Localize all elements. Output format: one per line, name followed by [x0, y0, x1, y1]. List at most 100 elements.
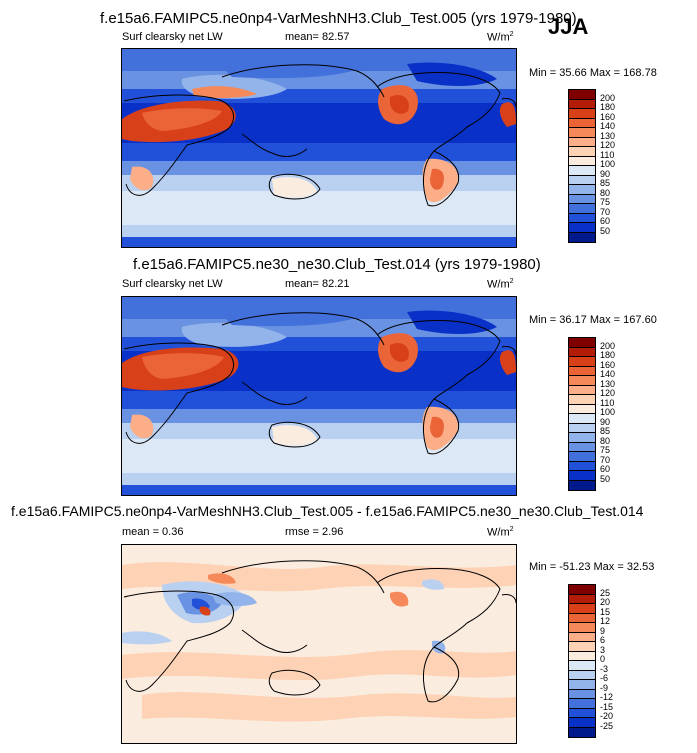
colorbar-tick-label: 120	[600, 140, 616, 150]
panel-3-mean: mean = 0.36	[122, 526, 184, 538]
colorbar-swatch	[569, 680, 595, 690]
colorbar-swatch	[569, 480, 595, 490]
panel-1-title: f.e15a6.FAMIPC5.ne0np4-VarMeshNH3.Club_T…	[100, 10, 577, 27]
colorbar-swatch	[569, 223, 595, 233]
colorbar-tick-label: 140	[600, 369, 616, 379]
colorbar-tick-label: 3	[600, 644, 606, 655]
colorbar-swatch	[569, 357, 595, 367]
panel-3-units: W/m2	[487, 526, 514, 539]
colorbar-tick-label: 50	[600, 225, 611, 236]
colorbar-swatch	[569, 338, 595, 348]
colorbar-swatch	[569, 156, 595, 166]
panel-2-mean: mean= 82.21	[285, 278, 350, 290]
colorbar-tick-label: 9	[600, 625, 606, 636]
colorbar-tick-label: 25	[600, 587, 611, 598]
colorbar-swatch	[569, 708, 595, 718]
panel-1-map	[121, 48, 517, 248]
colorbar-swatch	[569, 433, 595, 443]
colorbar-tick-label: 100	[600, 407, 616, 417]
colorbar-swatch	[569, 118, 595, 128]
season-label: JJA	[548, 14, 589, 39]
colorbar-swatch	[569, 166, 595, 176]
colorbar-tick-label: 75	[600, 197, 611, 207]
colorbar-tick-label: -6	[600, 673, 609, 683]
colorbar-tick-label: 60	[600, 464, 611, 474]
colorbar-swatch	[569, 452, 595, 462]
colorbar-swatch	[569, 213, 595, 223]
colorbar-tick-label: -3	[600, 663, 609, 674]
colorbar-swatch	[569, 670, 595, 680]
colorbar-swatch	[569, 109, 595, 119]
colorbar-swatch	[569, 613, 595, 623]
colorbar-swatch	[569, 471, 595, 481]
colorbar-tick-label: 90	[600, 416, 611, 427]
colorbar-swatch	[569, 99, 595, 109]
colorbar-tick-label: 180	[600, 102, 616, 112]
colorbar-tick-label: 110	[600, 397, 615, 408]
colorbar-swatch	[569, 90, 595, 100]
panel-1-units: W/m2	[487, 31, 514, 44]
colorbar-tick-label: 6	[600, 635, 606, 645]
colorbar-tick-label: 140	[600, 121, 616, 131]
colorbar-tick-label: 20	[600, 597, 611, 607]
colorbar-swatch	[569, 175, 595, 185]
colorbar-tick-label: 160	[600, 359, 616, 370]
panel-2-colorbar	[568, 337, 596, 491]
panel-3-colorbar	[568, 584, 596, 738]
colorbar-swatch	[569, 414, 595, 424]
colorbar-tick-label: 85	[600, 178, 611, 188]
colorbar-swatch	[569, 661, 595, 671]
colorbar-swatch	[569, 128, 595, 138]
colorbar-swatch	[569, 366, 595, 376]
colorbar-tick-label: -20	[600, 711, 614, 721]
colorbar-swatch	[569, 689, 595, 699]
panel-3-rmse: rmse = 2.96	[285, 526, 344, 538]
panel-1-mean: mean= 82.57	[285, 31, 350, 43]
colorbar-tick-label: 100	[600, 159, 616, 169]
colorbar-tick-label: 75	[600, 445, 611, 455]
colorbar-swatch	[569, 718, 595, 728]
colorbar-tick-label: 0	[600, 654, 606, 664]
colorbar-swatch	[569, 147, 595, 157]
colorbar-swatch	[569, 642, 595, 652]
colorbar-tick-label: 80	[600, 435, 611, 446]
colorbar-tick-label: 90	[600, 168, 611, 179]
panel-1-colorbar	[568, 89, 596, 243]
panel-2-title: f.e15a6.FAMIPC5.ne30_ne30.Club_Test.014 …	[133, 256, 541, 273]
panel-3-map	[121, 544, 517, 744]
colorbar-swatch	[569, 594, 595, 604]
colorbar-tick-label: 50	[600, 473, 611, 484]
colorbar-tick-label: -25	[600, 720, 614, 731]
colorbar-tick-label: 60	[600, 216, 611, 226]
colorbar-swatch	[569, 632, 595, 642]
colorbar-tick-label: 130	[600, 378, 616, 389]
colorbar-tick-label: 130	[600, 130, 616, 141]
colorbar-tick-label: 110	[600, 149, 615, 160]
colorbar-swatch	[569, 204, 595, 214]
colorbar-swatch	[569, 404, 595, 414]
colorbar-swatch	[569, 727, 595, 737]
colorbar-tick-label: -12	[600, 692, 614, 702]
colorbar-tick-label: 120	[600, 388, 616, 398]
colorbar-swatch	[569, 232, 595, 242]
colorbar-swatch	[569, 604, 595, 614]
panel-3-title: f.e15a6.FAMIPC5.ne0np4-VarMeshNH3.Club_T…	[11, 503, 644, 519]
colorbar-swatch	[569, 347, 595, 357]
colorbar-swatch	[569, 185, 595, 195]
panel-2-map	[121, 296, 517, 496]
colorbar-swatch	[569, 699, 595, 709]
colorbar-tick-label: -9	[600, 682, 609, 693]
panel-1-field-label: Surf clearsky net LW	[122, 31, 223, 43]
colorbar-tick-label: 200	[600, 340, 616, 351]
colorbar-swatch	[569, 194, 595, 204]
colorbar-swatch	[569, 137, 595, 147]
colorbar-swatch	[569, 385, 595, 395]
colorbar-swatch	[569, 461, 595, 471]
colorbar-tick-label: 70	[600, 206, 611, 217]
colorbar-tick-label: 80	[600, 187, 611, 198]
panel-2-minmax: Min = 36.17 Max = 167.60	[529, 314, 657, 326]
colorbar-tick-label: -15	[600, 701, 614, 712]
colorbar-swatch	[569, 423, 595, 433]
colorbar-tick-label: 200	[600, 92, 616, 103]
colorbar-tick-label: 12	[600, 616, 611, 626]
